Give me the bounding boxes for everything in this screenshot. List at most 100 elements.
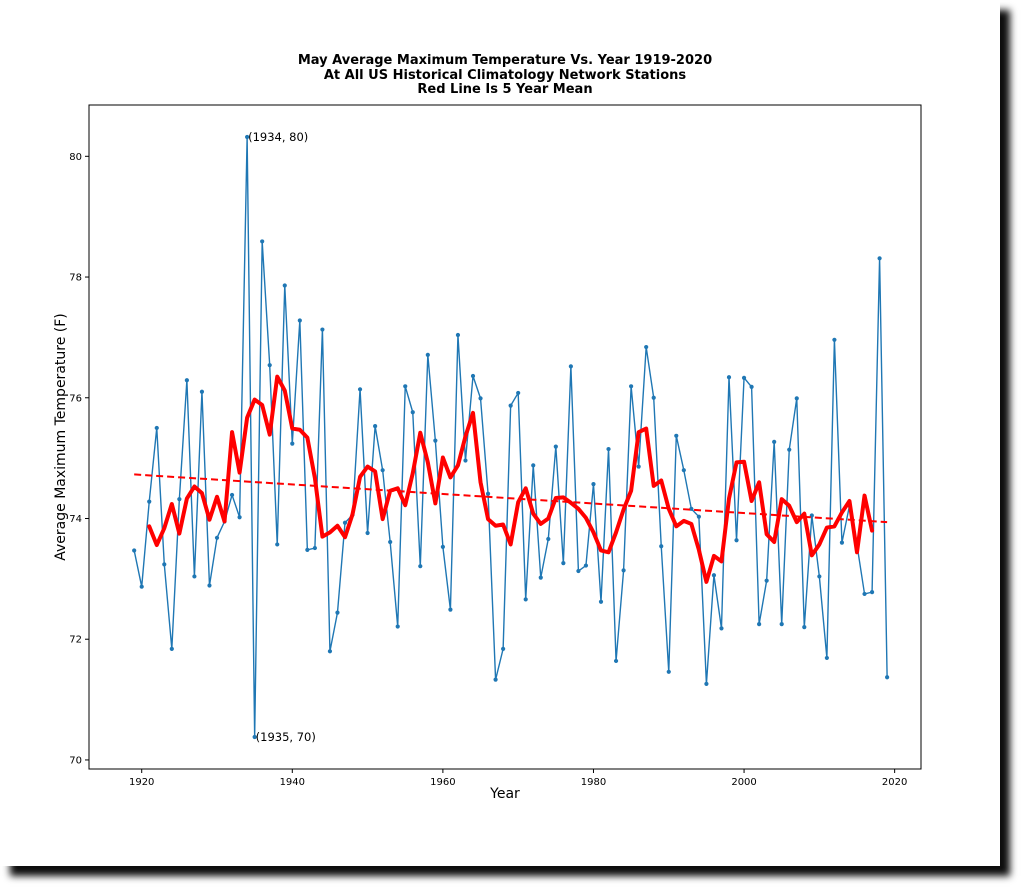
- data-point: [877, 256, 882, 261]
- data-point: [448, 607, 453, 612]
- x-tick-label: 1920: [129, 777, 154, 788]
- data-point: [403, 384, 408, 389]
- data-point: [644, 344, 649, 350]
- trend-line: [134, 473, 888, 524]
- data-point: [749, 384, 754, 389]
- x-tick-label: 2000: [731, 777, 756, 788]
- data-point: [154, 425, 159, 431]
- data-point: [501, 646, 506, 651]
- data-point: [779, 622, 784, 627]
- data-point: [162, 562, 167, 567]
- chart-title-line-3: Red Line Is 5 Year Mean: [417, 82, 592, 97]
- x-tick-label: 2020: [882, 777, 907, 788]
- data-point: [425, 352, 430, 358]
- data-point: [659, 544, 664, 549]
- data-point: [726, 375, 732, 380]
- data-point: [335, 610, 340, 615]
- data-point: [455, 332, 461, 338]
- data-point: [794, 396, 799, 401]
- data-point: [440, 544, 445, 549]
- data-point: [553, 444, 558, 449]
- data-point: [493, 677, 498, 682]
- data-point: [237, 515, 242, 520]
- data-point: [192, 574, 197, 579]
- data-point: [320, 327, 325, 332]
- data-point: [839, 540, 845, 545]
- y-axis-label: Average Maximum Temperature (F): [53, 313, 69, 560]
- data-point: [598, 599, 604, 604]
- data-point: [734, 538, 739, 543]
- data-point: [516, 390, 521, 396]
- data-point: [275, 542, 280, 547]
- data-point: [410, 410, 415, 415]
- data-point: [433, 438, 438, 443]
- five-year-mean-line: [147, 374, 875, 584]
- data-point: [802, 625, 807, 630]
- data-point: [245, 134, 250, 140]
- data-point: [757, 622, 762, 627]
- data-point: [832, 337, 837, 342]
- data-point: [199, 389, 205, 394]
- data-point: [463, 458, 468, 463]
- data-point: [312, 545, 317, 551]
- annotations: (1934, 80) (1935, 70): [248, 130, 316, 744]
- data-point: [568, 364, 573, 369]
- figure-frame: May Average Maximum Temperature Vs. Year…: [53, 53, 922, 802]
- data-point: [342, 520, 348, 525]
- data-layer: [132, 134, 890, 740]
- x-axis-label: Year: [489, 786, 520, 802]
- data-point: [621, 568, 626, 573]
- data-point: [470, 373, 476, 379]
- data-point: [380, 468, 385, 473]
- data-point: [681, 468, 686, 473]
- data-point: [862, 591, 867, 597]
- data-point: [817, 574, 822, 579]
- data-point: [629, 384, 634, 389]
- data-point: [395, 624, 400, 629]
- data-point: [207, 583, 212, 588]
- chart-title: May Average Maximum Temperature Vs. Year…: [298, 53, 712, 97]
- data-point: [576, 568, 581, 574]
- x-tick-label: 1980: [581, 777, 606, 788]
- y-tick-label: 72: [69, 635, 82, 646]
- data-point: [485, 491, 491, 496]
- data-point: [508, 403, 513, 408]
- data-point: [719, 626, 724, 631]
- data-point: [282, 283, 287, 288]
- data-point: [583, 563, 589, 568]
- data-point: [297, 318, 302, 323]
- data-point: [636, 464, 641, 469]
- data-point: [606, 446, 611, 452]
- data-point: [252, 734, 257, 740]
- data-point: [523, 597, 528, 602]
- data-point: [704, 681, 709, 686]
- data-point: [666, 669, 671, 674]
- annotation-label: (1934, 80): [248, 130, 308, 144]
- y-tick-label: 76: [69, 393, 82, 404]
- data-point: [305, 547, 310, 552]
- data-point: [741, 375, 747, 380]
- data-point: [267, 363, 272, 368]
- data-point: [764, 578, 769, 583]
- data-point: [869, 590, 875, 595]
- data-point: [418, 564, 423, 569]
- data-point: [531, 463, 536, 468]
- data-point: [169, 646, 174, 651]
- data-point: [772, 439, 777, 444]
- chart-title-line-2: At All US Historical Climatology Network…: [324, 68, 687, 83]
- x-tick-label: 1960: [430, 777, 455, 788]
- chart-title-line-1: May Average Maximum Temperature Vs. Year…: [298, 53, 712, 68]
- data-point: [365, 530, 370, 536]
- axis-ticks: 1920 1940 1960 1980 2000 2020 70 72 74 76 78 80: [69, 152, 907, 788]
- data-point: [711, 573, 717, 578]
- data-point: [177, 497, 182, 502]
- y-tick-label: 74: [69, 514, 82, 525]
- data-point: [546, 536, 551, 542]
- data-point: [327, 649, 333, 654]
- data-point: [689, 506, 694, 511]
- data-point: [696, 514, 701, 519]
- data-point: [674, 433, 679, 438]
- data-point: [290, 441, 295, 446]
- x-tick-label: 1940: [280, 777, 305, 788]
- plot-area: [89, 105, 921, 769]
